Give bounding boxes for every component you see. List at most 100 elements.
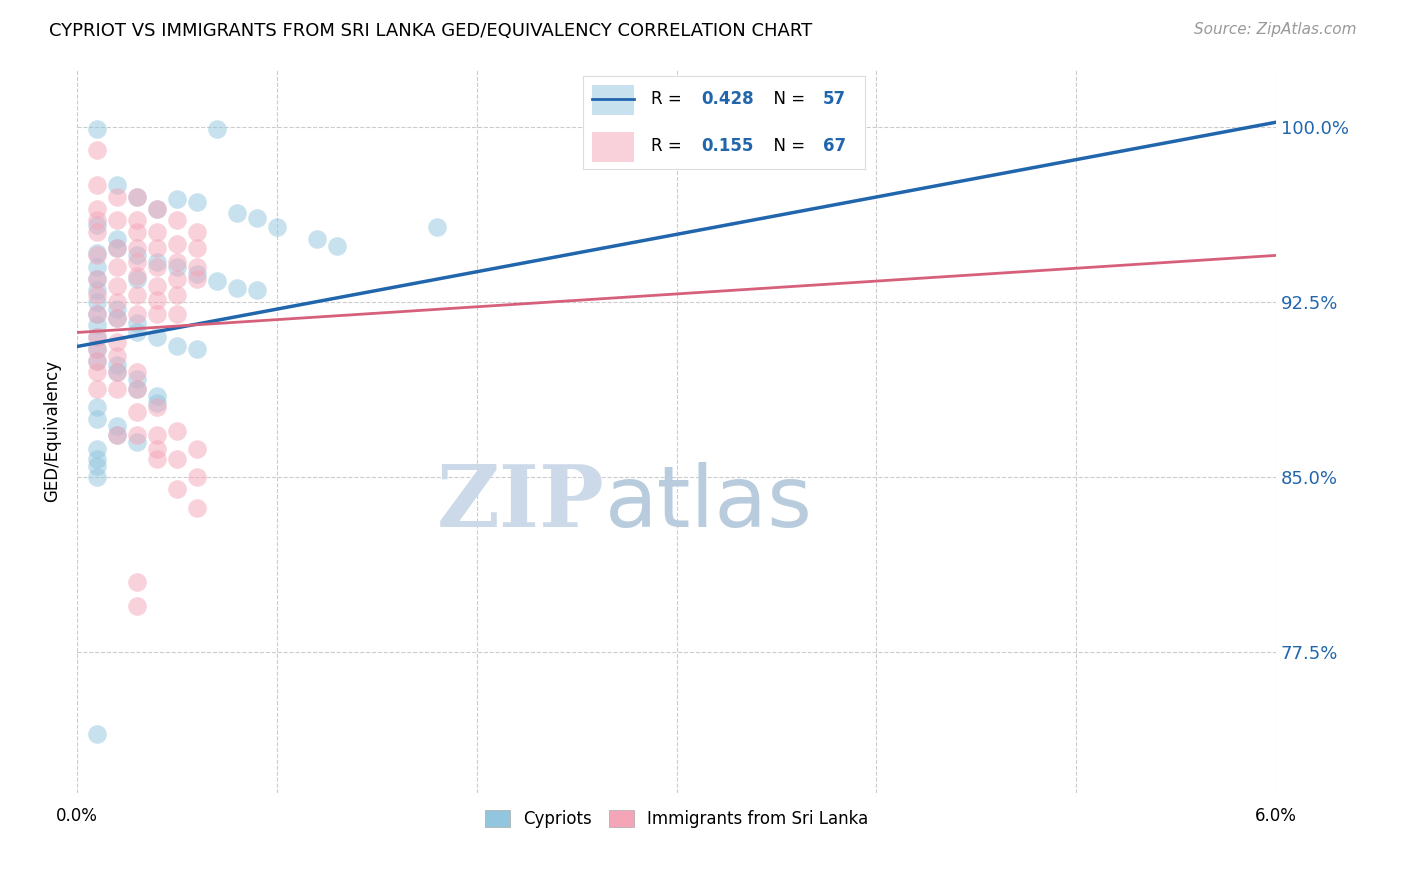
Text: 0.428: 0.428 xyxy=(702,90,754,108)
Point xyxy=(86,353,108,368)
Point xyxy=(86,401,108,415)
Point xyxy=(326,239,349,253)
Point xyxy=(86,272,108,286)
Point xyxy=(146,255,169,269)
Point xyxy=(146,451,169,466)
Point xyxy=(166,192,188,206)
Point xyxy=(125,288,148,302)
Legend: Cypriots, Immigrants from Sri Lanka: Cypriots, Immigrants from Sri Lanka xyxy=(478,804,875,835)
FancyBboxPatch shape xyxy=(592,85,634,115)
Point xyxy=(86,353,108,368)
Point xyxy=(426,220,449,235)
Point xyxy=(146,202,169,216)
Text: R =: R = xyxy=(651,90,688,108)
Point xyxy=(205,274,228,288)
Point xyxy=(105,190,128,204)
Point xyxy=(146,330,169,344)
Point xyxy=(266,220,288,235)
Point xyxy=(146,293,169,307)
Point xyxy=(105,382,128,396)
Point xyxy=(186,194,208,209)
Point xyxy=(86,202,108,216)
Point xyxy=(125,272,148,286)
Text: Source: ZipAtlas.com: Source: ZipAtlas.com xyxy=(1194,22,1357,37)
Point xyxy=(186,470,208,484)
Point xyxy=(125,316,148,330)
Point xyxy=(86,246,108,260)
Point xyxy=(146,278,169,293)
Point xyxy=(186,267,208,281)
Point xyxy=(86,727,108,741)
Text: 0.0%: 0.0% xyxy=(56,806,98,825)
Point xyxy=(105,311,128,326)
Point xyxy=(125,269,148,284)
Point xyxy=(125,326,148,340)
Point xyxy=(86,284,108,298)
Text: 67: 67 xyxy=(823,137,845,155)
Text: N =: N = xyxy=(763,90,811,108)
Text: N =: N = xyxy=(763,137,811,155)
Point xyxy=(86,248,108,262)
Point xyxy=(105,365,128,379)
Text: 6.0%: 6.0% xyxy=(1256,806,1296,825)
Point xyxy=(146,202,169,216)
Point xyxy=(105,302,128,317)
Point xyxy=(125,599,148,613)
Point xyxy=(125,248,148,262)
Point xyxy=(86,143,108,157)
Point xyxy=(105,428,128,442)
Point xyxy=(86,307,108,321)
Point xyxy=(186,225,208,239)
Point xyxy=(86,412,108,426)
Point xyxy=(166,451,188,466)
Point xyxy=(86,365,108,379)
Point xyxy=(125,241,148,255)
Point xyxy=(146,241,169,255)
Point xyxy=(86,307,108,321)
Point xyxy=(146,307,169,321)
Point xyxy=(125,428,148,442)
Point xyxy=(86,295,108,310)
Point xyxy=(305,232,328,246)
Point xyxy=(125,365,148,379)
Point xyxy=(86,288,108,302)
Point xyxy=(105,349,128,363)
Point xyxy=(125,435,148,450)
Point xyxy=(86,178,108,193)
Point xyxy=(186,241,208,255)
Point xyxy=(86,330,108,344)
Point xyxy=(146,442,169,457)
Point xyxy=(105,418,128,433)
Point xyxy=(86,218,108,232)
Point xyxy=(105,178,128,193)
Text: R =: R = xyxy=(651,137,688,155)
Point xyxy=(86,272,108,286)
Point xyxy=(105,278,128,293)
Point xyxy=(86,470,108,484)
Point xyxy=(125,213,148,227)
Text: ZIP: ZIP xyxy=(437,461,605,545)
Point xyxy=(105,365,128,379)
Point xyxy=(86,330,108,344)
Point xyxy=(166,482,188,496)
Point xyxy=(86,451,108,466)
Point xyxy=(105,232,128,246)
Text: 57: 57 xyxy=(823,90,845,108)
Point xyxy=(125,225,148,239)
Point xyxy=(105,358,128,372)
Point xyxy=(146,428,169,442)
Point xyxy=(125,405,148,419)
Point xyxy=(186,442,208,457)
Point xyxy=(205,122,228,136)
Point xyxy=(246,284,269,298)
Text: CYPRIOT VS IMMIGRANTS FROM SRI LANKA GED/EQUIVALENCY CORRELATION CHART: CYPRIOT VS IMMIGRANTS FROM SRI LANKA GED… xyxy=(49,22,813,40)
Point xyxy=(125,575,148,590)
Point xyxy=(166,288,188,302)
Point xyxy=(86,260,108,274)
Point xyxy=(105,241,128,255)
Point xyxy=(226,281,249,295)
Point xyxy=(86,213,108,227)
FancyBboxPatch shape xyxy=(592,132,634,162)
Point xyxy=(125,382,148,396)
Point xyxy=(105,428,128,442)
